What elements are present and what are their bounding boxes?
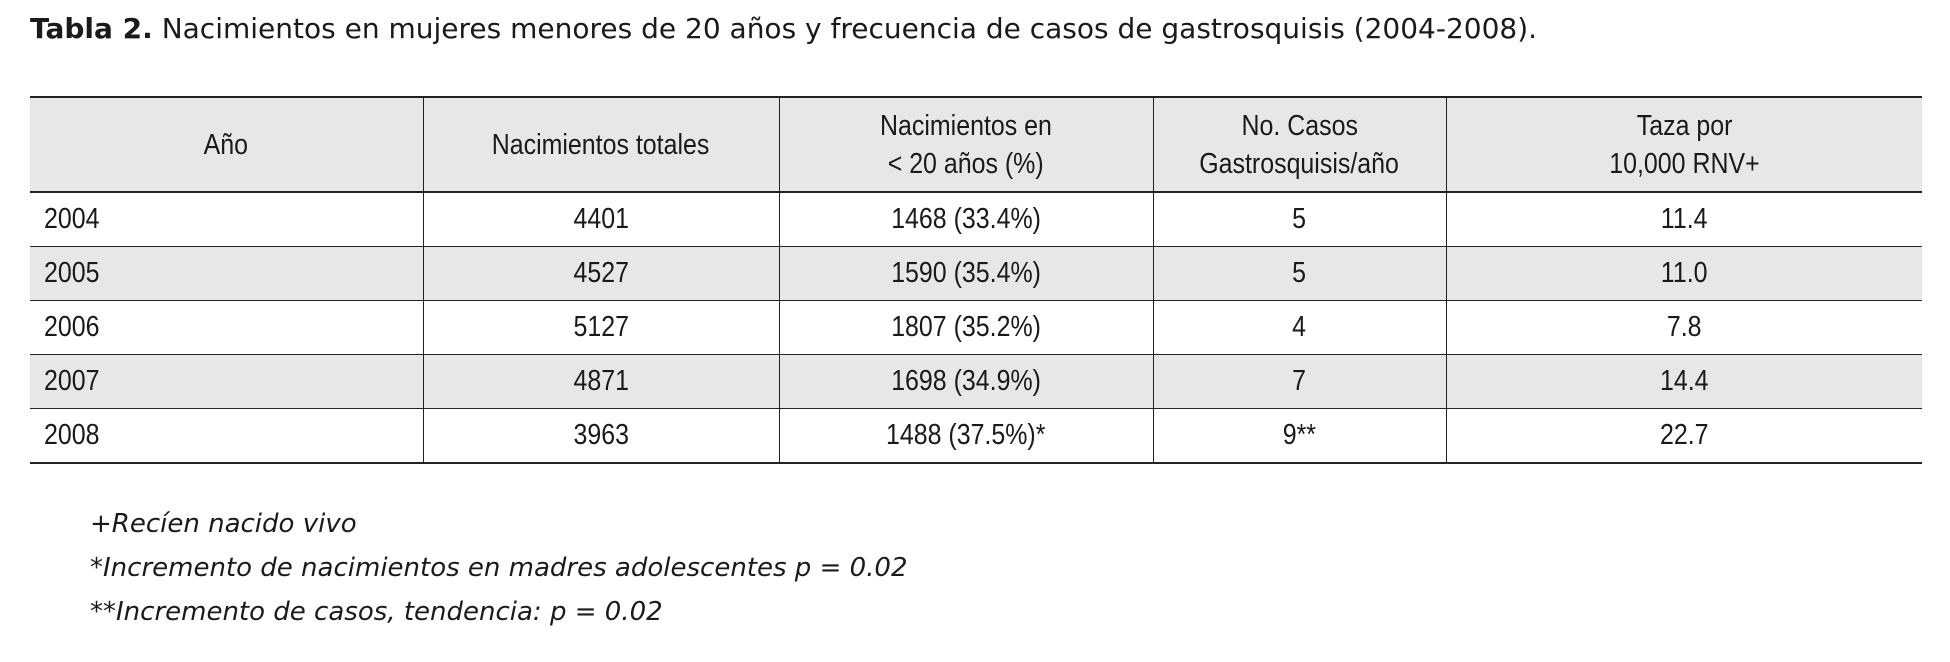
table-caption: Tabla 2. Nacimientos en mujeres menores …	[30, 12, 1537, 45]
cell-births-under-20: 1590 (35.4%)	[778, 246, 1154, 301]
cell-cases: 9**	[1152, 408, 1447, 464]
cell-cases: 4	[1152, 300, 1447, 355]
header-births-under-20: Nacimientos en < 20 años (%)	[778, 96, 1154, 193]
cell-rate: 14.4	[1445, 354, 1922, 409]
cell-births-under-20: 1807 (35.2%)	[778, 300, 1154, 355]
header-births-under-20-line1: Nacimientos en	[880, 109, 1052, 142]
footnote-rnv: +Recíen nacido vivo	[90, 509, 357, 539]
cell-rate: 22.7	[1445, 408, 1922, 464]
header-year-label: Año	[204, 128, 249, 161]
table-footnotes: +Recíen nacido vivo *Incremento de nacim…	[90, 502, 908, 634]
cell-total-births: 3963	[422, 408, 780, 464]
cell-year: 2007	[30, 354, 424, 409]
cell-total-births: 4871	[422, 354, 780, 409]
births-gastroschisis-table: Año Nacimientos totales Nacimientos en <…	[30, 96, 1922, 464]
cell-year: 2006	[30, 300, 424, 355]
cell-rate: 11.4	[1445, 192, 1922, 247]
cell-cases: 7	[1152, 354, 1447, 409]
footnote-case-trend: **Incremento de casos, tendencia: p = 0.…	[90, 597, 663, 627]
cell-total-births: 4401	[422, 192, 780, 247]
cell-rate: 7.8	[1445, 300, 1922, 355]
header-rate-line1: Taza por	[1636, 109, 1733, 142]
cell-births-under-20: 1488 (37.5%)*	[778, 408, 1154, 464]
header-rate-line2: 10,000 RNV+	[1609, 147, 1760, 180]
cell-year: 2004	[30, 192, 424, 247]
header-total-births-label: Nacimientos totales	[492, 128, 710, 161]
cell-cases: 5	[1152, 246, 1447, 301]
table-row: 2007 4871 1698 (34.9%) 7 14.4	[30, 354, 1922, 409]
table-row: 2008 3963 1488 (37.5%)* 9** 22.7	[30, 408, 1922, 464]
header-births-under-20-line2: < 20 años (%)	[888, 147, 1044, 180]
cell-births-under-20: 1698 (34.9%)	[778, 354, 1154, 409]
table-row: 2004 4401 1468 (33.4%) 5 11.4	[30, 192, 1922, 247]
table-row: 2006 5127 1807 (35.2%) 4 7.8	[30, 300, 1922, 355]
cell-total-births: 4527	[422, 246, 780, 301]
cell-rate: 11.0	[1445, 246, 1922, 301]
table-row: 2005 4527 1590 (35.4%) 5 11.0	[30, 246, 1922, 301]
header-rate: Taza por 10,000 RNV+	[1445, 96, 1922, 193]
cell-year: 2008	[30, 408, 424, 464]
header-total-births: Nacimientos totales	[422, 96, 780, 193]
cell-year: 2005	[30, 246, 424, 301]
header-cases-line1: No. Casos	[1241, 109, 1358, 142]
footnote-adolescent-births: *Incremento de nacimientos en madres ado…	[90, 553, 908, 583]
caption-text: Nacimientos en mujeres menores de 20 año…	[152, 12, 1538, 45]
cell-cases: 5	[1152, 192, 1447, 247]
header-year: Año	[30, 96, 424, 193]
header-cases-line2: Gastrosquisis/año	[1199, 147, 1400, 180]
table-header-row: Año Nacimientos totales Nacimientos en <…	[30, 96, 1922, 193]
cell-births-under-20: 1468 (33.4%)	[778, 192, 1154, 247]
header-cases: No. Casos Gastrosquisis/año	[1152, 96, 1447, 193]
cell-total-births: 5127	[422, 300, 780, 355]
caption-label: Tabla 2.	[30, 12, 153, 45]
